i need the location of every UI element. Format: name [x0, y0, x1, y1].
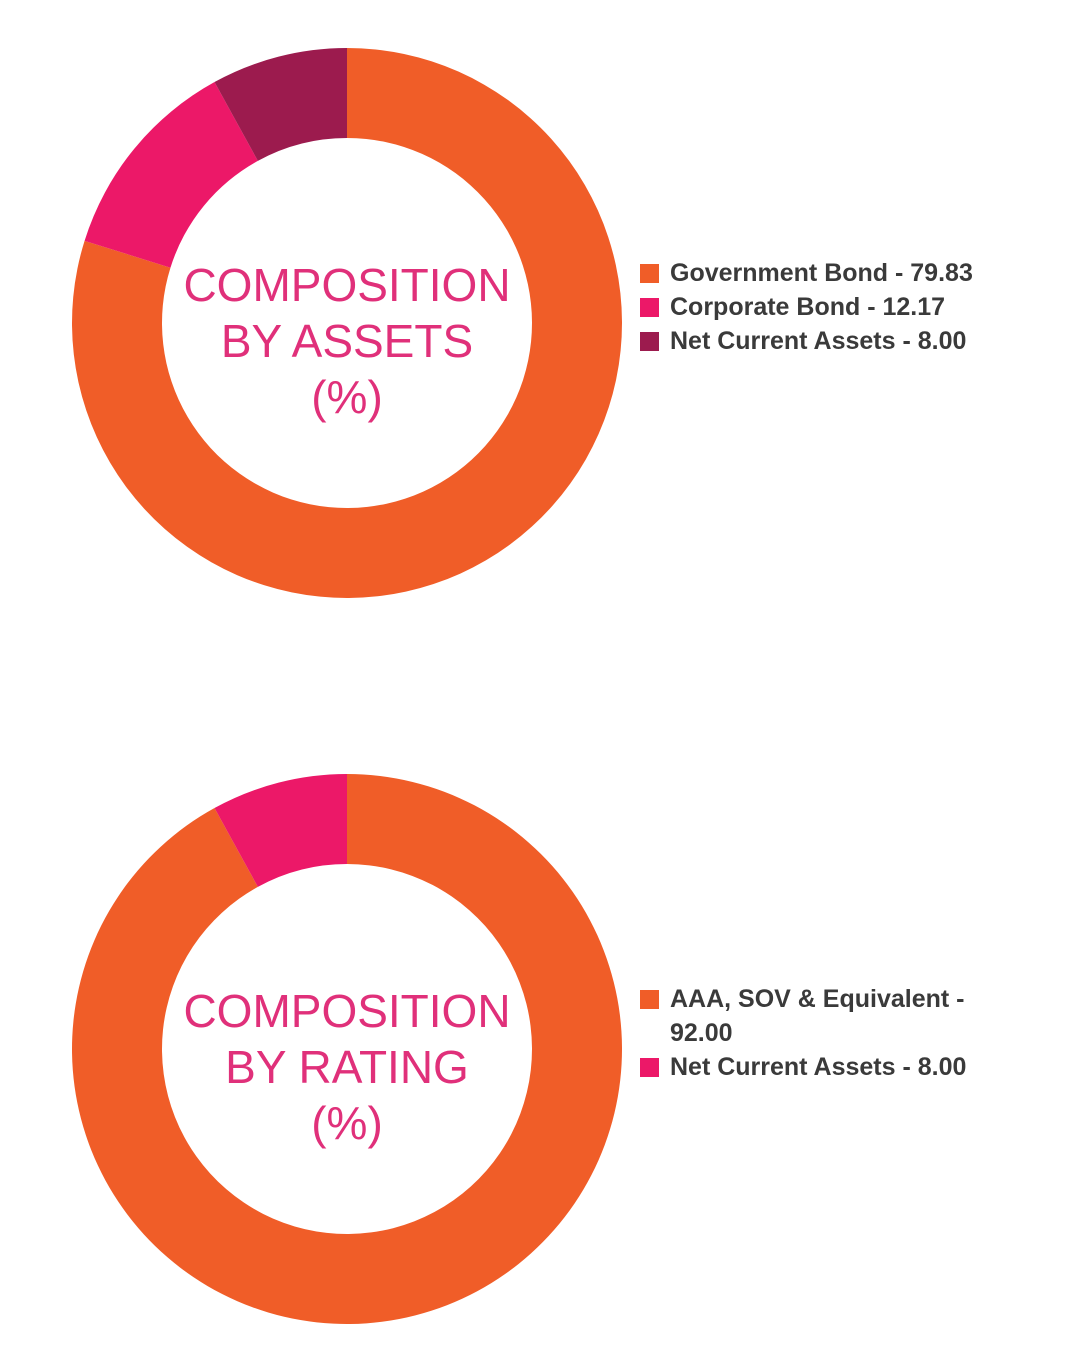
chart-title: COMPOSITION BY RATING (%) [72, 774, 622, 1324]
chart-legend: Government Bond - 79.83 Corporate Bond -… [640, 256, 1020, 358]
legend-swatch [640, 332, 659, 351]
legend-item-corporate-bond: Corporate Bond - 12.17 [640, 290, 1020, 324]
legend-item-net-current-assets: Net Current Assets - 8.00 [640, 324, 1020, 358]
chart-title-line-1: COMPOSITION [183, 259, 511, 311]
chart-title: COMPOSITION BY ASSETS (%) [72, 48, 622, 598]
composition-by-rating-chart: COMPOSITION BY RATING (%) AAA, SOV & Equ… [0, 744, 1084, 1364]
donut-slice-corporate-bond [84, 82, 258, 268]
donut-svg [71, 774, 622, 1324]
donut-chart [71, 774, 622, 1324]
donut-slice-net-current-assets [214, 48, 347, 161]
donut-svg [71, 48, 622, 598]
legend-item-aaa-sov-equivalent: AAA, SOV & Equivalent - 92.00 [640, 982, 1020, 1050]
legend-item-net-current-assets: Net Current Assets - 8.00 [640, 1050, 1020, 1084]
donut-slice-net-current-assets [214, 774, 347, 887]
composition-by-assets-chart: COMPOSITION BY ASSETS (%) Government Bon… [0, 18, 1084, 638]
legend-label: Government Bond - 79.83 [670, 259, 973, 287]
chart-title-line-3: (%) [311, 371, 383, 423]
legend-swatch [640, 990, 659, 1009]
legend-swatch [640, 1058, 659, 1077]
chart-title-line-3: (%) [311, 1097, 383, 1149]
legend-label: AAA, SOV & Equivalent - 92.00 [670, 985, 965, 1047]
chart-title-line-2: BY RATING [225, 1041, 469, 1093]
legend-swatch [640, 298, 659, 317]
donut-chart [71, 48, 622, 598]
legend-label: Corporate Bond - 12.17 [670, 293, 946, 321]
chart-title-line-2: BY ASSETS [220, 315, 474, 367]
chart-legend: AAA, SOV & Equivalent - 92.00 Net Curren… [640, 982, 1020, 1084]
donut-slice-aaa-sov-equivalent [71, 774, 622, 1324]
legend-label: Net Current Assets - 8.00 [670, 327, 967, 355]
chart-title-line-1: COMPOSITION [183, 985, 511, 1037]
donut-slice-government-bond [71, 48, 622, 598]
legend-label: Net Current Assets - 8.00 [670, 1053, 967, 1081]
legend-swatch [640, 264, 659, 283]
legend-item-government-bond: Government Bond - 79.83 [640, 256, 1020, 290]
